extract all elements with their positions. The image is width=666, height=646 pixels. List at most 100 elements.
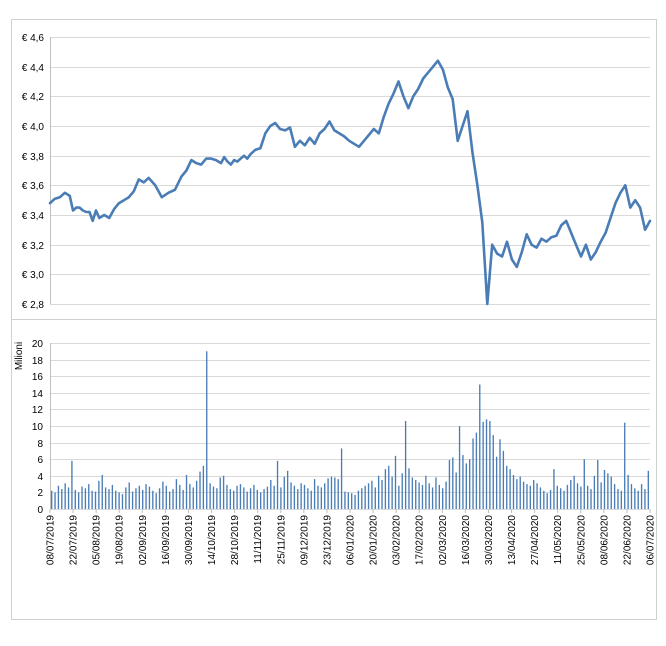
volume-bar — [266, 486, 269, 509]
volume-y-tick-label: 8 — [37, 439, 43, 450]
volume-bar — [543, 490, 545, 509]
price-y-tick-label: € 4,0 — [22, 122, 45, 133]
volume-bar — [118, 492, 120, 509]
volume-x-tick-label: 20/01/2020 — [369, 515, 380, 565]
volume-bar — [553, 469, 555, 509]
volume-y-axis-label: Milioni — [14, 342, 25, 370]
volume-bar — [216, 488, 218, 509]
volume-bar — [340, 448, 343, 509]
volume-bar — [593, 475, 596, 509]
volume-bar — [377, 475, 380, 509]
volume-bar — [290, 482, 292, 509]
volume-bar — [175, 479, 178, 509]
volume-bar — [394, 455, 397, 509]
volume-y-tick-label: 12 — [32, 405, 44, 416]
volume-bar — [74, 489, 76, 509]
volume-bar — [327, 478, 329, 509]
volume-bar — [566, 484, 569, 509]
volume-x-tick-label: 22/06/2020 — [622, 515, 633, 565]
volume-bar — [465, 463, 467, 509]
volume-bar — [627, 474, 629, 509]
volume-bar — [51, 490, 53, 509]
volume-bar — [580, 486, 582, 509]
volume-bar — [297, 489, 299, 509]
volume-bar — [128, 482, 130, 509]
volume-bar — [620, 490, 623, 509]
volume-bar — [502, 450, 505, 509]
volume-bar — [519, 476, 521, 509]
volume-bar — [570, 479, 572, 509]
price-y-tick-label: € 3,6 — [22, 181, 45, 192]
volume-bar — [226, 484, 228, 509]
volume-bar — [347, 492, 349, 509]
volume-x-tick-label: 02/03/2020 — [438, 515, 449, 565]
volume-x-tick-label: 27/04/2020 — [530, 515, 541, 565]
volume-bar — [239, 484, 242, 509]
volume-bars — [51, 351, 649, 509]
volume-bar — [270, 479, 272, 509]
volume-bar — [630, 484, 633, 509]
volume-bar — [313, 479, 316, 509]
volume-bar — [317, 485, 319, 509]
volume-bar — [303, 484, 306, 509]
volume-bar — [374, 487, 376, 509]
volume-bar — [506, 465, 508, 509]
volume-x-tick-label: 03/02/2020 — [392, 515, 403, 565]
volume-bar — [640, 484, 643, 509]
volume-y-tick-label: 2 — [37, 488, 43, 499]
volume-bar — [415, 479, 417, 509]
volume-bar — [445, 481, 447, 509]
volume-bar — [334, 477, 336, 509]
volume-bar — [418, 482, 420, 509]
volume-bar — [428, 483, 430, 509]
volume-bar — [77, 492, 80, 509]
volume-y-tick-label: 10 — [32, 422, 44, 433]
volume-bar — [398, 485, 400, 509]
volume-bar — [179, 484, 181, 509]
volume-bar — [536, 483, 538, 509]
volume-bar — [560, 488, 562, 509]
volume-bar — [138, 485, 140, 509]
volume-bar — [583, 459, 585, 509]
volume-bar — [361, 488, 363, 509]
volume-bar — [195, 480, 198, 509]
volume-x-tick-label: 25/05/2020 — [576, 515, 587, 565]
volume-bar — [219, 477, 221, 509]
volume-bar — [482, 421, 484, 509]
volume-bar — [67, 487, 70, 509]
volume-x-tick-label: 23/12/2019 — [322, 515, 333, 565]
volume-bar — [111, 484, 114, 509]
volume-x-tick-label: 17/02/2020 — [415, 515, 426, 565]
volume-bar — [401, 473, 403, 509]
volume-bar — [529, 485, 532, 509]
volume-bar — [495, 456, 498, 509]
volume-bar — [115, 490, 117, 509]
volume-bar — [155, 493, 157, 509]
volume-bar — [455, 472, 457, 509]
volume-bar — [94, 491, 97, 509]
volume-bar — [364, 485, 366, 509]
volume-y-tick-label: 18 — [32, 356, 44, 367]
price-gridlines — [50, 37, 650, 305]
volume-bar — [162, 481, 164, 509]
volume-bar — [104, 487, 107, 509]
volume-bar — [344, 491, 346, 509]
volume-bar — [624, 422, 626, 509]
volume-bar — [509, 469, 511, 509]
volume-bar — [280, 487, 282, 509]
volume-bar — [256, 489, 258, 509]
volume-bar — [384, 469, 387, 509]
volume-bar — [475, 432, 478, 509]
volume-bar — [199, 471, 201, 509]
price-y-tick-label: € 3,4 — [22, 211, 45, 222]
volume-bar — [324, 483, 326, 509]
volume-bar — [644, 489, 646, 509]
volume-bar — [263, 489, 265, 509]
volume-bar — [192, 487, 194, 509]
volume-bar — [381, 479, 383, 509]
volume-bar — [172, 489, 174, 509]
price-panel: € 4,6 € 4,4 € 4,2 € 4,0 € 3,8 € 3,6 € 3,4 € 3,2… — [22, 33, 652, 311]
volume-y-tick-label: 0 — [37, 505, 43, 516]
volume-x-tick-label: 08/07/2019 — [46, 515, 57, 565]
